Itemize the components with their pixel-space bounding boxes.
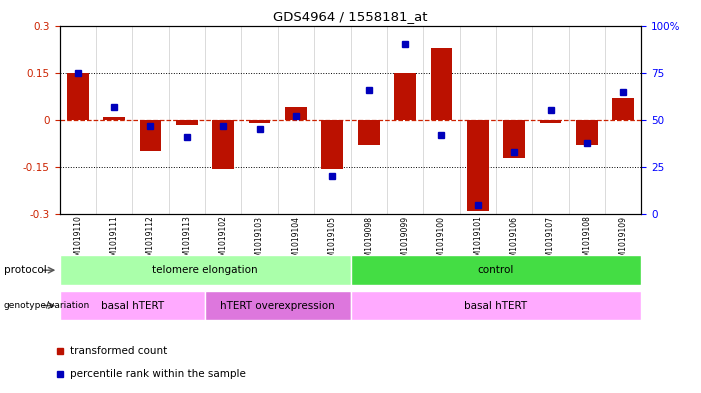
Bar: [467, 120, 489, 211]
Bar: [576, 120, 598, 145]
Text: hTERT overexpression: hTERT overexpression: [220, 301, 335, 310]
Text: percentile rank within the sample: percentile rank within the sample: [70, 369, 246, 379]
Bar: [212, 120, 234, 169]
Bar: [176, 120, 198, 125]
Bar: [249, 120, 271, 123]
Text: protocol: protocol: [4, 265, 46, 275]
Text: control: control: [478, 265, 514, 275]
Bar: [60, 255, 350, 285]
Bar: [358, 120, 380, 145]
Bar: [350, 255, 641, 285]
Bar: [350, 291, 641, 320]
Text: genotype/variation: genotype/variation: [4, 301, 90, 310]
Bar: [540, 120, 562, 123]
Bar: [60, 291, 205, 320]
Bar: [139, 120, 161, 151]
Bar: [321, 120, 343, 169]
Bar: [503, 120, 525, 158]
Text: GDS4964 / 1558181_at: GDS4964 / 1558181_at: [273, 10, 428, 23]
Bar: [430, 48, 452, 120]
Text: transformed count: transformed count: [70, 346, 168, 356]
Bar: [613, 98, 634, 120]
Text: basal hTERT: basal hTERT: [464, 301, 528, 310]
Bar: [205, 291, 350, 320]
Bar: [285, 107, 307, 120]
Bar: [394, 73, 416, 120]
Text: basal hTERT: basal hTERT: [101, 301, 164, 310]
Text: telomere elongation: telomere elongation: [152, 265, 258, 275]
Bar: [67, 73, 88, 120]
Bar: [103, 117, 125, 120]
